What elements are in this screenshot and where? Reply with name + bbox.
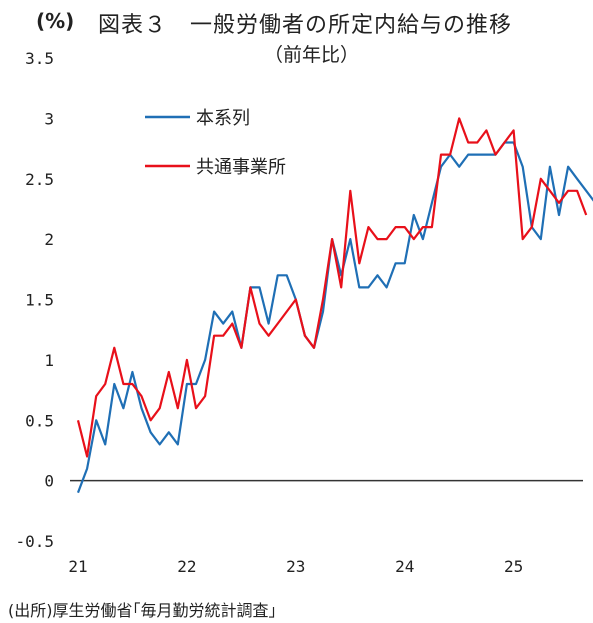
unit-label: (%) xyxy=(36,9,75,33)
series-lines xyxy=(76,117,593,494)
series-line-1 xyxy=(76,141,593,494)
chart-subtitle: （前年比） xyxy=(263,44,359,66)
series-line-2 xyxy=(76,117,588,458)
y-tick-label: -0.5 xyxy=(15,532,54,551)
y-tick-label: 2 xyxy=(44,230,54,249)
legend-label: 共通事業所 xyxy=(196,157,286,178)
y-tick-label: 0.5 xyxy=(25,411,54,430)
x-tick-label: 23 xyxy=(286,557,305,576)
y-tick-label: 0 xyxy=(44,472,54,491)
y-tick-label: 2.5 xyxy=(25,170,54,189)
chart-title: 図表３ 一般労働者の所定内給与の推移 xyxy=(98,13,513,38)
x-tick-label: 24 xyxy=(395,557,414,576)
legend-label: 本系列 xyxy=(196,108,250,129)
source-note: (出所)厚生労働省｢毎月勤労統計調査｣ xyxy=(8,601,277,620)
y-tick-label: 3.5 xyxy=(25,49,54,68)
y-tick-label: 1 xyxy=(44,351,54,370)
x-tick-label: 22 xyxy=(177,557,196,576)
x-axis-ticks: 21 22 23 24 25 xyxy=(68,557,523,576)
x-tick-label: 25 xyxy=(504,557,523,576)
y-tick-label: 3 xyxy=(44,109,54,128)
x-tick-label: 21 xyxy=(68,557,87,576)
y-tick-label: 1.5 xyxy=(25,291,54,310)
y-axis-ticks: 3.5 3 2.5 2 1.5 1 0.5 0 -0.5 xyxy=(15,49,54,551)
